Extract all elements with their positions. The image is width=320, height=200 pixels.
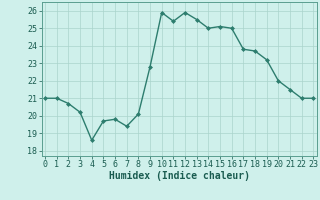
X-axis label: Humidex (Indice chaleur): Humidex (Indice chaleur) (109, 171, 250, 181)
